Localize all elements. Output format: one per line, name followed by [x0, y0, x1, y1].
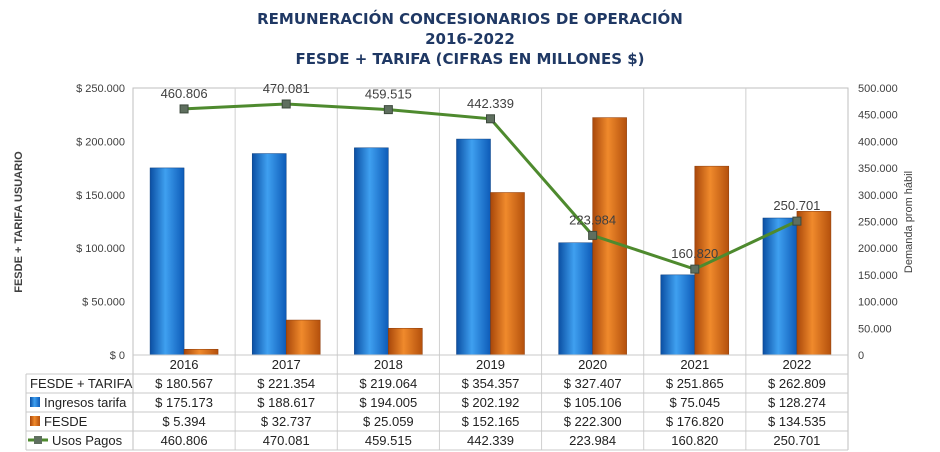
y-left-tick-label: $ 0: [110, 350, 125, 362]
usos-cell: 250.701: [773, 433, 820, 448]
bar-ingresos-tarifa: [354, 147, 389, 356]
y-left-tick-label: $ 200.000: [76, 136, 125, 148]
table-row-header: FESDE: [44, 414, 88, 429]
ingresos-cell: $ 105.106: [564, 395, 622, 410]
axis-ticks: $ 250.000 $ 200.000 $ 150.000 $ 100.000 $ 50…: [76, 83, 898, 362]
line-point: [690, 264, 700, 274]
chart-title-line-1: REMUNERACIÓN CONCESIONARIOS DE OPERACIÓN: [257, 9, 683, 28]
y-right-tick-label: 200.000: [858, 243, 898, 255]
y-axis-right-label: Demanda prom hábil: [903, 171, 915, 273]
chart-title-line-3: FESDE + TARIFA (CIFRAS EN MILLONES $): [295, 50, 644, 68]
usos-cell: 459.515: [365, 433, 412, 448]
data-label: 442.339: [467, 96, 514, 111]
data-label: 223.984: [569, 212, 616, 227]
y-left-tick-label: $ 100.000: [76, 243, 125, 255]
y-left-tick-label: $ 150.000: [76, 190, 125, 202]
line-point: [281, 99, 291, 109]
y-right-tick-label: 0: [858, 350, 864, 362]
table-row-header: Ingresos tarifa: [44, 395, 127, 410]
line-point: [792, 216, 802, 226]
y-right-tick-label: 400.000: [858, 136, 898, 148]
category-label: 2019: [476, 357, 505, 372]
y-right-tick-label: 350.000: [858, 163, 898, 175]
bar-fesde: [388, 327, 423, 356]
data-label: 470.081: [263, 81, 310, 96]
category-label: 2017: [272, 357, 301, 372]
total-cell: $ 221.354: [257, 376, 315, 391]
bar-fesde: [183, 348, 219, 356]
fesde-cell: $ 32.737: [261, 414, 312, 429]
bar-ingresos-tarifa: [456, 138, 491, 356]
bar-ingresos-tarifa: [251, 153, 287, 356]
category-label: 2022: [782, 357, 811, 372]
y-axis-left-label: FESDE + TARIFA USUARIO: [13, 151, 25, 293]
line-series: 460.806 470.081 459.515 442.339 223.984 160.8…: [161, 81, 820, 274]
ingresos-cell: $ 75.045: [669, 395, 720, 410]
y-left-tick-label: $ 50.000: [82, 297, 125, 309]
total-cell: $ 354.357: [462, 376, 520, 391]
table-row-header: Usos Pagos: [52, 433, 123, 448]
usos-cell: 470.081: [263, 433, 310, 448]
category-label: 2016: [170, 357, 199, 372]
ingresos-cell: $ 188.617: [257, 395, 315, 410]
table-row-header: FESDE + TARIFA: [30, 376, 133, 391]
bar-fesde: [796, 211, 832, 356]
y-left-tick-label: $ 250.000: [76, 83, 125, 95]
total-cell: $ 219.064: [359, 376, 417, 391]
legend-key-marker: [34, 436, 42, 444]
data-label: 250.701: [773, 198, 820, 213]
category-label: 2018: [374, 357, 403, 372]
total-cell: $ 251.865: [666, 376, 724, 391]
category-label: 2020: [578, 357, 607, 372]
usos-cell: 223.984: [569, 433, 616, 448]
y-right-tick-label: 50.000: [858, 323, 892, 335]
total-cell: $ 262.809: [768, 376, 826, 391]
line-point: [383, 105, 393, 115]
line-point: [486, 114, 495, 124]
bars: [149, 117, 832, 356]
fesde-cell: $ 222.300: [564, 414, 622, 429]
usos-cell: 460.806: [161, 433, 208, 448]
ingresos-cell: $ 194.005: [359, 395, 417, 410]
usos-cell: 442.339: [467, 433, 514, 448]
ingresos-cell: $ 202.192: [462, 395, 520, 410]
line-point: [588, 230, 598, 240]
data-label: 459.515: [365, 87, 412, 102]
bar-fesde: [285, 319, 321, 356]
fesde-cell: $ 5.394: [162, 414, 205, 429]
y-right-tick-label: 250.000: [858, 217, 898, 229]
line-point: [179, 104, 189, 114]
data-label: 460.806: [161, 86, 208, 101]
y-right-tick-label: 500.000: [858, 83, 898, 95]
legend-key-ingresos-cell: [30, 397, 40, 407]
data-label: 160.820: [671, 246, 718, 261]
fesde-cell: $ 25.059: [363, 414, 414, 429]
fesde-cell: $ 152.165: [462, 414, 520, 429]
usos-cell: 160.820: [671, 433, 718, 448]
chart-title-line-2: 2016-2022: [425, 30, 515, 48]
total-cell: $ 327.407: [564, 376, 622, 391]
total-cell: $ 180.567: [155, 376, 213, 391]
y-right-tick-label: 100.000: [858, 297, 898, 309]
bar-fesde: [490, 192, 525, 356]
y-right-tick-label: 150.000: [858, 270, 898, 282]
legend-key-fesde-cell: [30, 416, 40, 426]
category-label: 2021: [680, 357, 709, 372]
fesde-cell: $ 134.535: [768, 414, 826, 429]
ingresos-cell: $ 175.173: [155, 395, 213, 410]
data-table: 2016 2017 2018 2019 2020 2021 2022 FESDE + TARI…: [25, 354, 848, 451]
bar-ingresos-tarifa: [660, 274, 696, 356]
bar-ingresos-tarifa: [149, 167, 185, 356]
y-right-tick-label: 300.000: [858, 190, 898, 202]
y-right-tick-label: 450.000: [858, 110, 898, 122]
fesde-cell: $ 176.820: [666, 414, 724, 429]
ingresos-cell: $ 128.274: [768, 395, 826, 410]
bar-ingresos-tarifa: [762, 217, 798, 356]
bar-ingresos-tarifa: [558, 242, 593, 356]
